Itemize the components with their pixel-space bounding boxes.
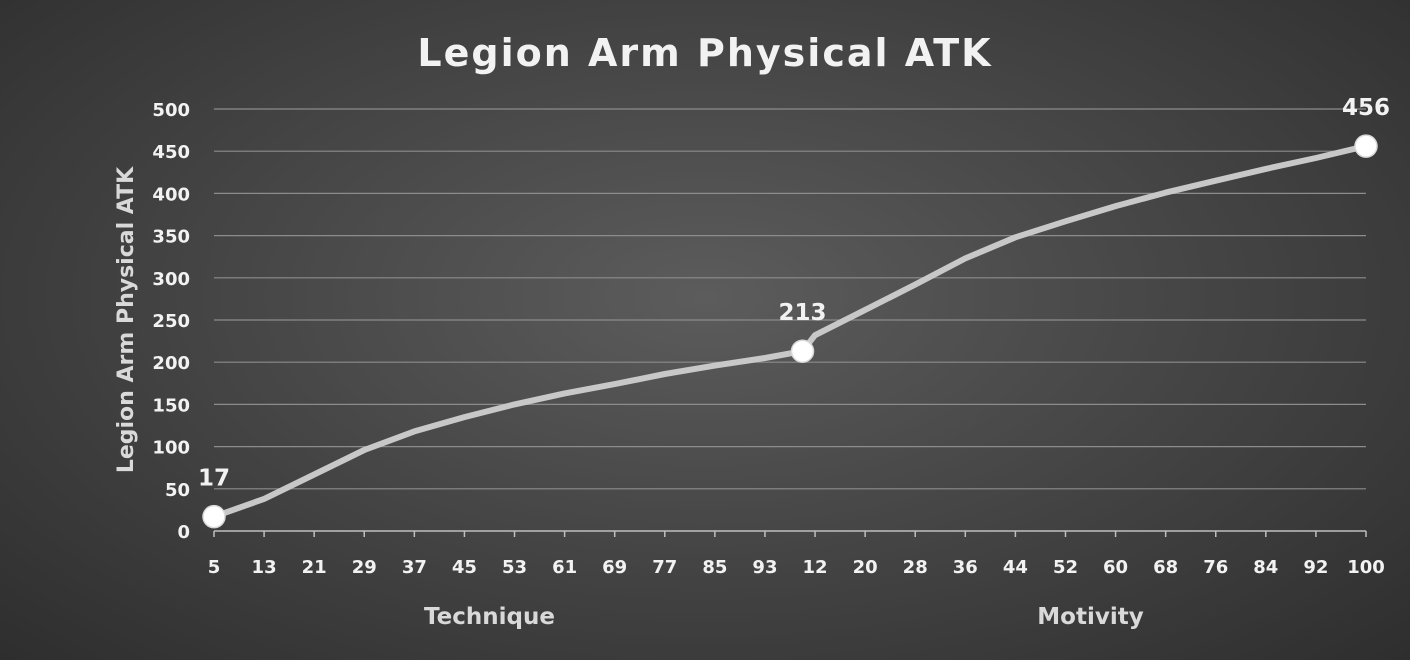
data-markers bbox=[202, 134, 1378, 529]
x-tick-label: 45 bbox=[452, 557, 477, 578]
y-tick-label: 450 bbox=[152, 142, 190, 163]
x-tick-label: 100 bbox=[1347, 557, 1385, 578]
y-tick-label: 300 bbox=[152, 269, 190, 290]
data-label: 17 bbox=[198, 466, 230, 492]
x-axis bbox=[213, 530, 1367, 537]
x-tick-label: 85 bbox=[702, 557, 727, 578]
y-tick-label: 0 bbox=[177, 522, 190, 543]
x-tick-label: 60 bbox=[1103, 557, 1128, 578]
data-label: 456 bbox=[1342, 95, 1390, 121]
y-tick-label: 50 bbox=[165, 480, 190, 501]
y-tick-label: 350 bbox=[152, 227, 190, 248]
x-tick-label: 77 bbox=[652, 557, 677, 578]
x-tick-label: 37 bbox=[402, 557, 427, 578]
y-tick-label: 200 bbox=[152, 353, 190, 374]
x-tick-label: 93 bbox=[752, 557, 777, 578]
x-axis-group-label: Technique bbox=[424, 604, 555, 630]
x-tick-label: 13 bbox=[252, 557, 277, 578]
x-axis-tick-labels: 5 13 21 29 37 45 53 61 69 77 85 93 12 20 28 36 44 52 60 68 7… bbox=[208, 557, 1385, 578]
x-tick-label: 21 bbox=[302, 557, 327, 578]
x-tick-label: 28 bbox=[903, 557, 928, 578]
y-tick-label: 500 bbox=[152, 100, 190, 121]
x-tick-label: 36 bbox=[953, 557, 978, 578]
y-axis-title: Legion Arm Physical ATK bbox=[114, 166, 139, 473]
data-label: 213 bbox=[779, 300, 827, 326]
data-point-marker bbox=[202, 504, 226, 529]
series-line bbox=[211, 143, 1369, 520]
x-tick-label: 84 bbox=[1253, 557, 1278, 578]
x-tick-label: 61 bbox=[552, 557, 577, 578]
y-tick-label: 250 bbox=[152, 311, 190, 332]
x-tick-label: 44 bbox=[1003, 557, 1028, 578]
chart-title: Legion Arm Physical ATK bbox=[417, 31, 992, 75]
x-tick-label: 12 bbox=[803, 557, 828, 578]
y-tick-label: 100 bbox=[152, 438, 190, 459]
series-line-layer bbox=[211, 143, 1369, 520]
x-axis-group-label: Motivity bbox=[1037, 604, 1143, 630]
data-point-marker bbox=[1354, 134, 1378, 158]
x-tick-label: 92 bbox=[1303, 557, 1328, 578]
x-tick-label: 5 bbox=[208, 557, 221, 578]
y-tick-label: 400 bbox=[152, 184, 190, 205]
x-axis-group-labels: Technique Motivity bbox=[424, 604, 1144, 630]
x-tick-label: 68 bbox=[1153, 557, 1178, 578]
x-tick-label: 53 bbox=[502, 557, 527, 578]
y-axis-tick-labels: 0 50 100 150 200 250 300 350 400 450 500 bbox=[152, 100, 190, 543]
x-tick-label: 20 bbox=[853, 557, 878, 578]
x-tick-label: 29 bbox=[352, 557, 377, 578]
data-labels: 17 213 456 bbox=[198, 95, 1390, 492]
x-tick-label: 52 bbox=[1053, 557, 1078, 578]
y-tick-label: 150 bbox=[152, 395, 190, 416]
x-tick-label: 76 bbox=[1203, 557, 1228, 578]
x-tick-label: 69 bbox=[602, 557, 627, 578]
gridlines bbox=[214, 108, 1366, 490]
data-point-marker bbox=[790, 339, 815, 363]
